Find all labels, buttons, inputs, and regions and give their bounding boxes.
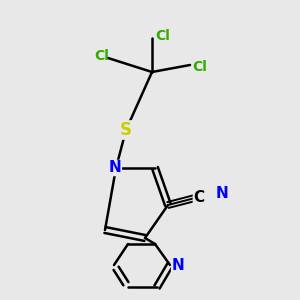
Text: N: N xyxy=(172,259,184,274)
Text: Cl: Cl xyxy=(155,29,170,43)
Text: S: S xyxy=(120,121,132,139)
Text: N: N xyxy=(216,185,228,200)
Text: N: N xyxy=(109,160,122,175)
Text: Cl: Cl xyxy=(94,49,109,63)
Text: C: C xyxy=(194,190,205,206)
Text: Cl: Cl xyxy=(192,60,207,74)
